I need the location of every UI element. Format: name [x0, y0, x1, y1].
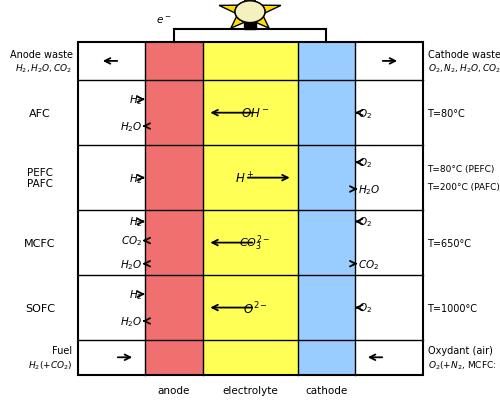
Text: $H_2$: $H_2$	[129, 93, 142, 107]
Text: $H_2$: $H_2$	[129, 215, 142, 229]
Text: electrolyte: electrolyte	[222, 385, 278, 395]
Text: T=80°C: T=80°C	[428, 109, 465, 118]
Text: $O_2, N_2, H_2O, CO_2$: $O_2, N_2, H_2O, CO_2$	[428, 63, 500, 75]
Text: $O_2(+N_2$, MCFC: $+CO_2)$: $O_2(+N_2$, MCFC: $+CO_2)$	[428, 358, 500, 371]
Text: T=200°C (PAFC): T=200°C (PAFC)	[428, 183, 500, 192]
Text: $CO_3^{2-}$: $CO_3^{2-}$	[240, 233, 270, 253]
Text: Anode waste: Anode waste	[10, 49, 72, 60]
Text: T=1000°C: T=1000°C	[428, 303, 478, 313]
Text: SOFC: SOFC	[25, 303, 55, 313]
Bar	[202, 43, 298, 375]
Text: $CO_2$: $CO_2$	[121, 234, 142, 248]
Text: Oxydant (air): Oxydant (air)	[428, 345, 492, 355]
Ellipse shape	[235, 2, 265, 23]
Text: T=80°C (PEFC): T=80°C (PEFC)	[428, 165, 495, 174]
Bar	[78, 43, 422, 375]
Text: MCFC: MCFC	[24, 238, 56, 248]
Text: AFC: AFC	[29, 109, 51, 118]
Text: $H_2$: $H_2$	[129, 171, 142, 185]
Ellipse shape	[235, 2, 265, 23]
Text: Fuel: Fuel	[52, 345, 72, 355]
Text: $H_2$: $H_2$	[129, 288, 142, 301]
Text: $H_2 (+CO_2)$: $H_2 (+CO_2)$	[28, 358, 72, 371]
Bar	[244, 20, 256, 30]
Text: Cathode waste: Cathode waste	[428, 49, 500, 60]
Text: anode: anode	[158, 385, 190, 395]
Text: $H^+$: $H^+$	[236, 171, 255, 186]
Text: T=650°C: T=650°C	[428, 238, 472, 248]
Text: $H_2O$: $H_2O$	[120, 120, 142, 134]
Text: $OH^-$: $OH^-$	[240, 107, 270, 120]
Bar	[298, 43, 355, 375]
Text: $O_2$: $O_2$	[358, 156, 372, 170]
Text: $H_2, H_2O, CO_2$: $H_2, H_2O, CO_2$	[16, 63, 72, 75]
Text: $CO_2$: $CO_2$	[358, 257, 379, 271]
Text: $H_2O$: $H_2O$	[120, 257, 142, 271]
Text: $H_2O$: $H_2O$	[120, 314, 142, 328]
Text: $O^{2-}$: $O^{2-}$	[242, 300, 268, 316]
Bar	[145, 43, 203, 375]
Text: $O_2$: $O_2$	[358, 107, 372, 120]
Text: $e^-$: $e^-$	[156, 15, 171, 26]
Text: PEFC
PAFC: PEFC PAFC	[27, 167, 53, 189]
Text: cathode: cathode	[305, 385, 348, 395]
Text: $O_2$: $O_2$	[358, 301, 372, 315]
Text: $H_2O$: $H_2O$	[358, 183, 380, 196]
Polygon shape	[219, 0, 281, 29]
Text: $O_2$: $O_2$	[358, 215, 372, 229]
